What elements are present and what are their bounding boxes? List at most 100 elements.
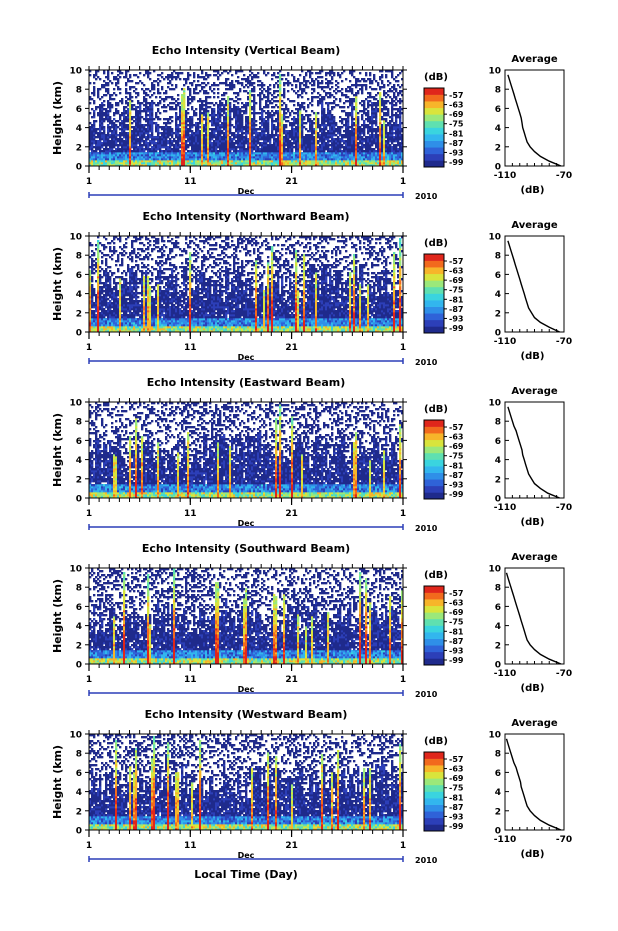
heatmap-cell xyxy=(365,108,367,110)
heatmap-cell xyxy=(371,116,373,118)
heatmap-cell xyxy=(375,138,377,140)
heatmap-cell xyxy=(385,162,387,164)
heatmap-cell xyxy=(293,90,295,92)
heatmap-cell xyxy=(371,150,373,152)
heatmap-cell xyxy=(253,86,255,88)
heatmap-cell xyxy=(339,146,341,148)
heatmap-cell xyxy=(319,82,321,84)
heatmap-cell xyxy=(319,102,321,104)
heatmap-cell xyxy=(335,154,337,156)
heatmap-cell xyxy=(177,156,179,158)
heatmap-cell xyxy=(277,148,279,150)
heatmap-cell xyxy=(111,154,113,156)
heatmap-cell xyxy=(213,82,215,84)
heatmap-cell xyxy=(275,100,277,102)
heatmap-cell xyxy=(147,150,149,152)
heatmap-cell xyxy=(143,92,145,94)
heatmap-cell xyxy=(203,114,205,116)
heatmap-cell xyxy=(127,132,129,134)
heatmap-cell xyxy=(389,154,391,156)
heatmap-cell xyxy=(183,152,185,154)
heatmap-cell xyxy=(163,130,165,132)
heatmap-cell xyxy=(313,148,315,150)
heatmap-cell xyxy=(171,140,173,142)
heatmap-cell xyxy=(303,84,305,86)
heatmap-cell xyxy=(319,150,321,152)
heatmap-cell xyxy=(281,74,283,76)
heatmap-cell xyxy=(123,108,125,110)
heatmap-cell xyxy=(241,106,243,108)
heatmap-cell xyxy=(119,134,121,136)
heatmap-cell xyxy=(227,152,229,154)
heatmap-cell xyxy=(173,154,175,156)
heatmap-cell xyxy=(337,132,339,134)
heatmap-cell xyxy=(357,156,359,158)
heatmap-cell xyxy=(327,146,329,148)
heatmap-cell xyxy=(233,160,235,162)
heatmap-cell xyxy=(301,132,303,134)
heatmap-cell xyxy=(321,114,323,116)
heatmap-cell xyxy=(353,162,355,164)
heatmap-cell xyxy=(301,82,303,84)
heatmap-cell xyxy=(375,156,377,158)
heatmap-cell xyxy=(277,110,279,112)
heatmap-cell xyxy=(329,134,331,136)
heatmap-cell xyxy=(121,112,123,114)
heatmap-cell xyxy=(127,80,129,82)
heatmap-cell xyxy=(131,134,133,136)
heatmap-cell xyxy=(101,124,103,126)
heatmap-cell xyxy=(185,120,187,122)
heatmap-cell xyxy=(183,106,185,108)
heatmap-cell xyxy=(373,108,375,110)
heatmap-cell xyxy=(231,118,233,120)
heatmap-cell xyxy=(221,162,223,164)
heatmap-cell xyxy=(209,128,211,130)
heatmap-cell xyxy=(369,120,371,122)
heatmap-cell xyxy=(271,116,273,118)
heatmap-cell xyxy=(253,76,255,78)
heatmap-cell xyxy=(307,138,309,140)
heatmap-cell xyxy=(273,158,275,160)
heatmap-cell xyxy=(399,116,401,118)
heatmap-cell xyxy=(367,114,369,116)
heatmap-cell xyxy=(397,94,399,96)
heatmap-cell xyxy=(333,130,335,132)
heatmap-cell xyxy=(379,130,381,132)
heatmap-cell xyxy=(311,104,313,106)
heatmap-cell xyxy=(93,130,95,132)
heatmap-cell xyxy=(359,158,361,160)
heatmap-cell xyxy=(305,110,307,112)
heatmap-cell xyxy=(167,154,169,156)
heatmap-cell xyxy=(391,114,393,116)
heatmap-cell xyxy=(359,110,361,112)
heatmap-cell xyxy=(399,86,401,88)
heatmap-cell xyxy=(187,120,189,122)
heatmap-cell xyxy=(157,124,159,126)
heatmap-cell xyxy=(115,162,117,164)
heatmap-cell xyxy=(367,136,369,138)
heatmap-cell xyxy=(161,72,163,74)
heatmap-cell xyxy=(259,152,261,154)
heatmap-cell xyxy=(367,78,369,80)
heatmap-cell xyxy=(343,150,345,152)
heatmap-cell xyxy=(183,120,185,122)
heatmap-cell xyxy=(103,112,105,114)
heatmap-cell xyxy=(179,130,181,132)
heatmap-cell xyxy=(175,144,177,146)
heatmap-cell xyxy=(203,140,205,142)
heatmap-cell xyxy=(253,96,255,98)
heatmap-cell xyxy=(381,138,383,140)
heatmap-cell xyxy=(305,148,307,150)
heatmap-cell xyxy=(163,132,165,134)
heatmap-cell xyxy=(277,112,279,114)
heatmap-cell xyxy=(213,120,215,122)
heatmap-cell xyxy=(129,162,131,164)
heatmap-cell xyxy=(203,76,205,78)
heatmap-cell xyxy=(261,162,263,164)
heatmap-cell xyxy=(161,152,163,154)
heatmap-cell xyxy=(185,124,187,126)
heatmap-cell xyxy=(231,138,233,140)
heatmap-cell xyxy=(145,116,147,118)
heatmap-cell xyxy=(273,72,275,74)
heatmap-cell xyxy=(399,148,401,150)
